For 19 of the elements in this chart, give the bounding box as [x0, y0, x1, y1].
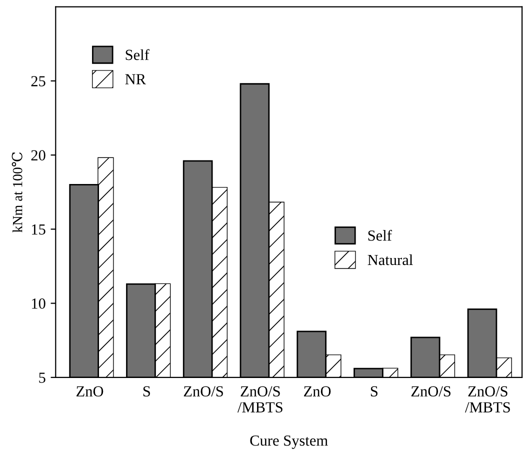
- x-tick-label: ZnO/S: [411, 386, 450, 397]
- y-tick-label: 15: [32, 224, 46, 235]
- legend-label: Self: [368, 230, 392, 241]
- x-axis-title: Cure System: [250, 435, 328, 449]
- y-axis-title: kNm at 100℃: [12, 152, 22, 232]
- x-tick-label: ZnO/S /MBTS: [465, 386, 510, 412]
- x-tick-label: S: [370, 386, 378, 397]
- y-tick-label: 20: [31, 150, 46, 160]
- x-tick-label: ZnO: [76, 386, 104, 397]
- legend-label: Natural: [368, 254, 413, 266]
- y-tick-label: 10: [32, 298, 46, 309]
- y-tick-label: 5: [39, 372, 46, 383]
- x-tick-label: ZnO: [304, 386, 331, 397]
- legend-label: NR: [125, 74, 146, 84]
- x-tick-label: ZnO/S /MBTS: [237, 386, 282, 412]
- x-tick-label: ZnO/S: [184, 386, 223, 397]
- legend-label: Self: [126, 49, 150, 60]
- x-tick-label: S: [143, 386, 150, 397]
- y-tick-label: 25: [31, 76, 46, 86]
